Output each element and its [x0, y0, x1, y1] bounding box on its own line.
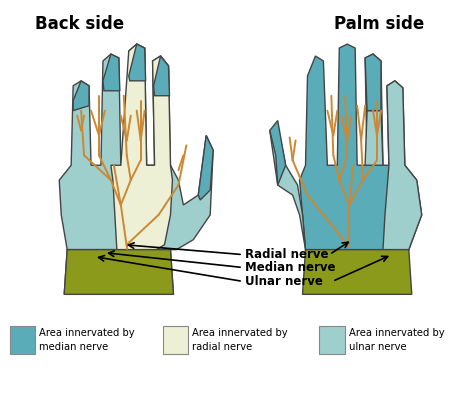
Polygon shape: [9, 326, 36, 354]
Polygon shape: [59, 44, 213, 250]
Polygon shape: [383, 81, 422, 250]
Polygon shape: [64, 250, 173, 295]
Polygon shape: [270, 125, 306, 250]
Polygon shape: [319, 326, 345, 354]
Text: Area innervated by
ulnar nerve: Area innervated by ulnar nerve: [349, 328, 445, 351]
Polygon shape: [64, 250, 173, 295]
Polygon shape: [103, 54, 120, 91]
Polygon shape: [365, 54, 381, 111]
Text: Area innervated by
radial nerve: Area innervated by radial nerve: [192, 328, 288, 351]
Polygon shape: [270, 121, 286, 185]
Polygon shape: [163, 326, 188, 354]
Polygon shape: [302, 250, 412, 295]
Polygon shape: [129, 44, 146, 81]
Polygon shape: [365, 111, 383, 165]
Text: Radial nerve: Radial nerve: [245, 248, 328, 261]
Polygon shape: [198, 135, 213, 200]
Text: Back side: Back side: [35, 15, 124, 33]
Text: Area innervated by
median nerve: Area innervated by median nerve: [39, 328, 135, 351]
Text: Palm side: Palm side: [334, 15, 424, 33]
Text: Ulnar nerve: Ulnar nerve: [245, 275, 323, 288]
Polygon shape: [111, 44, 173, 250]
Polygon shape: [300, 44, 422, 250]
Polygon shape: [154, 56, 170, 96]
Polygon shape: [73, 81, 89, 111]
Text: Median nerve: Median nerve: [245, 261, 336, 274]
